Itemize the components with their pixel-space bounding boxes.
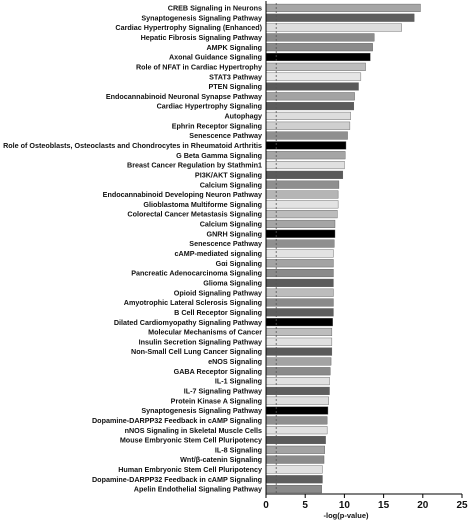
bar [265,435,326,445]
bar [265,92,355,101]
category-label: Ephrin Receptor Signaling [172,121,262,130]
category-label: Synaptogenesis Signaling Pathway [141,13,262,22]
category-label: PTEN Signaling [208,82,262,91]
bar [265,190,339,199]
category-label: Endocannabinoid Developing Neuron Pathwa… [103,190,262,199]
category-label: Endocannabinoid Neuronal Synapse Pathway [106,92,262,101]
x-tick-label: 10 [339,500,351,511]
x-axis-title: -log(p-value) [324,511,369,520]
bar [265,33,375,42]
category-label: Protein Kinase A Signaling [171,396,262,405]
bar [265,386,330,395]
x-tick-label: 15 [378,500,390,511]
category-label: Role of Osteoblasts, Osteoclasts and Cho… [3,141,262,150]
category-label: IL-1 Signaling [215,377,262,386]
category-label: GABA Receptor Signaling [174,367,262,376]
bars-group [265,3,421,494]
category-label: GNRH Signaling [206,229,262,238]
bar [265,160,345,170]
category-label: Dopamine-DARPP32 Feedback in cAMP Signal… [92,475,262,484]
category-label: Cardiac Hypertrophy Signaling [157,102,262,111]
category-label: PI3K/AKT Signaling [195,170,262,179]
bar [265,141,347,150]
category-label: cAMP-mediated signaling [175,249,262,258]
bar [265,485,322,494]
category-label: Senescence Pathway [189,239,262,248]
category-label: Pancreatic Adenocarcinoma Signaling [131,269,262,278]
bar [265,62,366,71]
bar [265,82,359,91]
category-label: Colorectal Cancer Metastasis Signaling [127,210,262,219]
bar [265,72,362,81]
bar [265,455,325,464]
category-label: Cardiac Hypertrophy Signaling (Enhanced) [115,23,262,32]
bar [265,396,329,405]
bar [265,170,344,179]
category-label: Dilated Cardiomyopathy Signaling Pathway [114,318,262,327]
bar [265,111,351,120]
bar [265,52,371,62]
category-label: Role of NFAT in Cardiac Hypertrophy [136,62,262,71]
category-label: IL-8 Signaling [215,445,262,454]
bar [265,102,355,111]
category-label: Autophagy [224,112,262,121]
category-label: Molecular Mechanisms of Cancer [148,328,262,337]
category-label: Hepatic Fibrosis Signaling Pathway [141,33,262,42]
category-label: Synaptogenesis Signaling Pathway [141,406,262,415]
x-tick-label: 25 [456,500,468,511]
bar [265,426,328,435]
category-label: Apelin Endothelial Signaling Pathway [134,485,262,494]
category-label: Calcium Signaling [200,220,262,229]
bar [265,475,323,484]
x-tick-label: 5 [302,500,308,511]
bar [265,406,329,415]
x-ticks-group: 0 5 10 15 20 25 [263,494,468,511]
bar [265,367,331,376]
category-label: eNOS Signaling [208,357,262,366]
category-label: Amyotrophic Lateral Sclerosis Signaling [124,298,262,307]
bar [265,121,351,130]
bar [265,23,402,32]
category-label: B Cell Receptor Signaling [174,308,262,317]
category-label: Calcium Signaling [200,180,262,189]
category-label: Glioblastoma Multiforme Signaling [143,200,262,209]
category-labels-group: CREB Signaling in NeuronsSynaptogenesis … [3,4,263,494]
category-label: Glioma Signaling [203,278,262,287]
bar [265,465,323,474]
category-label: Dopamine-DARPP32 Feedback in cAMP Signal… [92,416,262,425]
category-label: Axonal Guidance Signaling [169,53,262,62]
x-tick-label: 0 [263,500,269,511]
category-label: STAT3 Pathway [209,72,262,81]
bar [265,180,340,189]
category-label: Opioid Signaling Pathway [174,288,262,297]
category-label: Non-Small Cell Lung Cancer Signaling [131,347,262,356]
bar [265,3,421,12]
category-label: Insulin Secretion Signaling Pathway [139,337,262,346]
category-label: Human Embryonic Stem Cell Pluripotency [118,465,262,474]
bar [265,210,338,219]
bar [265,200,339,209]
bar [265,416,328,425]
category-label: Breast Cancer Regulation by Stathmin1 [127,161,262,170]
category-label: G Beta Gamma Signaling [176,151,262,160]
x-tick-label: 20 [417,500,429,511]
bar [265,377,330,386]
bar [265,13,415,22]
bar [265,43,373,52]
bar [265,445,325,454]
category-label: nNOS Signaling in Skeletal Muscle Cells [125,426,262,435]
bar [265,151,346,160]
category-label: Gαi Signaling [216,259,262,268]
category-label: Senescence Pathway [189,131,262,140]
bar [265,131,348,140]
category-label: IL-7 Signaling Pathway [184,386,262,395]
bar [265,357,332,366]
category-label: Wnt/β-catenin Signaling [180,455,262,464]
category-label: CREB Signaling in Neurons [168,4,262,13]
category-label: AMPK Signaling [206,43,262,52]
category-label: Mouse Embryonic Stem Cell Pluripotency [120,436,262,445]
